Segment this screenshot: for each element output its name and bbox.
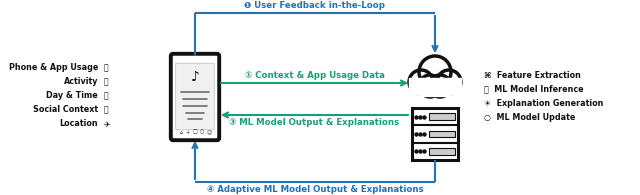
- Text: ③ ML Model Output & Explanations: ③ ML Model Output & Explanations: [229, 118, 399, 127]
- Bar: [429, 131, 455, 137]
- Text: Activity: Activity: [63, 77, 98, 87]
- Text: ○: ○: [200, 129, 204, 135]
- Circle shape: [437, 70, 461, 94]
- Text: ☀  Explanation Generation: ☀ Explanation Generation: [484, 98, 604, 107]
- Bar: [429, 113, 455, 120]
- Text: □: □: [193, 129, 197, 135]
- Text: ⌂: ⌂: [179, 129, 182, 135]
- Bar: [429, 148, 455, 155]
- Text: 🌐: 🌐: [104, 105, 109, 114]
- Text: ♪: ♪: [191, 70, 200, 84]
- FancyBboxPatch shape: [176, 63, 214, 130]
- Text: 📱: 📱: [104, 64, 109, 73]
- Text: Day & Time: Day & Time: [46, 91, 98, 100]
- Text: ☺: ☺: [207, 129, 212, 135]
- Text: ❶ User Feedback in-the-Loop: ❶ User Feedback in-the-Loop: [244, 1, 385, 10]
- FancyBboxPatch shape: [171, 54, 219, 140]
- Bar: [409, 78, 461, 94]
- Text: 🏃: 🏃: [104, 77, 109, 87]
- Circle shape: [419, 56, 451, 88]
- Text: Location: Location: [60, 120, 98, 129]
- Text: ⏰: ⏰: [104, 91, 109, 100]
- Text: ⓘ  ML Model Inference: ⓘ ML Model Inference: [484, 84, 584, 93]
- Text: ○  ML Model Update: ○ ML Model Update: [484, 113, 575, 121]
- Text: ✈: ✈: [104, 120, 110, 129]
- Circle shape: [419, 75, 441, 97]
- Text: ④ Adaptive ML Model Output & Explanations: ④ Adaptive ML Model Output & Explanation…: [207, 185, 423, 194]
- Circle shape: [429, 75, 451, 97]
- Text: Social Context: Social Context: [33, 105, 98, 114]
- Text: ① Context & App Usage Data: ① Context & App Usage Data: [244, 71, 385, 80]
- Text: Phone & App Usage: Phone & App Usage: [8, 64, 98, 73]
- Text: +: +: [186, 129, 190, 135]
- Bar: [412, 108, 458, 160]
- Circle shape: [409, 70, 433, 94]
- Text: ⌘  Feature Extraction: ⌘ Feature Extraction: [484, 71, 581, 80]
